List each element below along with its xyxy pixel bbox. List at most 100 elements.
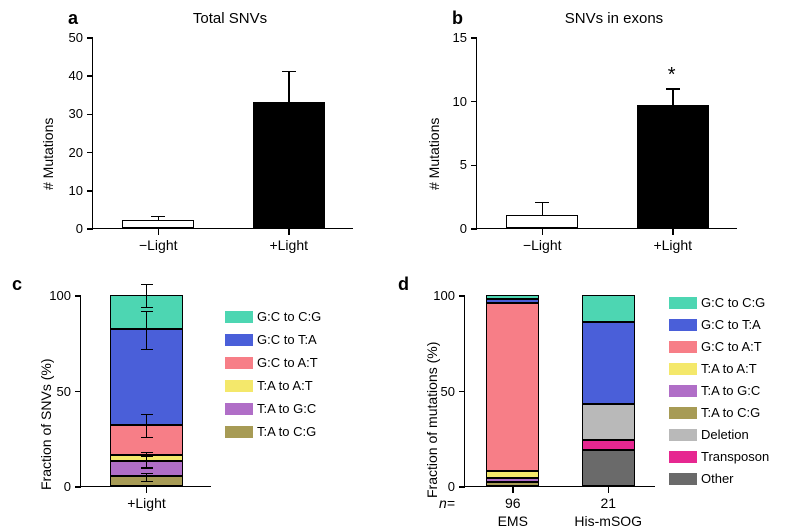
panel-b-label: b [452, 8, 463, 29]
legend-item: G:C to C:G [225, 308, 321, 324]
panel-d: d Fraction of mutations (%) 05010096EMS2… [394, 272, 788, 529]
x-tick [608, 487, 610, 493]
legend-item: G:C to T:A [225, 331, 317, 347]
y-tick [459, 391, 465, 393]
legend-swatch [225, 403, 253, 415]
panel-c-label: c [12, 274, 22, 295]
bar [122, 220, 194, 228]
legend-item: T:A to G:C [225, 400, 316, 416]
bar [253, 102, 325, 228]
y-tick [87, 190, 93, 192]
y-tick [87, 114, 93, 116]
error-cap [151, 216, 165, 218]
error-cap [141, 414, 153, 416]
error-cap [141, 481, 153, 483]
panel-c-legend: G:C to C:G G:C to T:A G:C to A:T T:A to A:T… [225, 308, 390, 458]
legend-label: G:C to T:A [257, 332, 317, 347]
legend-swatch [669, 363, 697, 375]
error-cap [141, 307, 153, 309]
panel-c: c Fraction of SNVs (%) 050100+Light G:C … [0, 272, 394, 529]
panel-a-title: Total SNVs [120, 10, 340, 27]
y-tick-label: 0 [425, 479, 455, 494]
legend-item: T:A to A:T [669, 360, 757, 376]
legend-item: T:A to C:G [225, 423, 316, 439]
x-tick-label: −Light [118, 237, 198, 253]
legend-item: Transposon [669, 448, 769, 464]
legend-item: G:C to T:A [669, 316, 761, 332]
y-tick-label: 0 [437, 221, 467, 236]
legend-swatch [669, 473, 697, 485]
legend-swatch [669, 385, 697, 397]
legend-swatch [225, 334, 253, 346]
x-tick [158, 229, 160, 235]
y-tick [459, 295, 465, 297]
stack-segment [486, 303, 539, 471]
legend-swatch [225, 311, 253, 323]
error-cap [141, 473, 153, 475]
y-tick-label: 20 [53, 145, 83, 160]
error-bar [542, 203, 544, 216]
error-cap [666, 88, 680, 90]
legend-label: T:A to G:C [701, 383, 760, 398]
n-prefix: n= [439, 495, 455, 511]
stack-segment [582, 450, 635, 486]
panel-a-label: a [68, 8, 78, 29]
legend-swatch [225, 380, 253, 392]
bar [637, 105, 709, 229]
error-cap [141, 311, 153, 313]
panel-c-ylabel: Fraction of SNVs (%) [38, 359, 54, 490]
legend-label: Deletion [701, 427, 749, 442]
panel-d-label: d [398, 274, 409, 295]
y-tick [87, 37, 93, 39]
panel-d-ylabel: Fraction of mutations (%) [424, 342, 440, 498]
x-tick-label: EMS [463, 513, 563, 529]
legend-swatch [225, 426, 253, 438]
legend-item: T:A to G:C [669, 382, 760, 398]
y-tick-label: 50 [53, 30, 83, 45]
legend-item: T:A to A:T [225, 377, 313, 393]
error-bar [672, 89, 674, 104]
legend-label: G:C to C:G [257, 309, 321, 324]
panel-b: b SNVs in exons # Mutations 051015−Light… [394, 0, 788, 260]
y-tick-label: 100 [41, 288, 71, 303]
stack-segment [582, 295, 635, 322]
error-cap [141, 452, 153, 454]
y-tick-label: 15 [437, 30, 467, 45]
legend-item: G:C to C:G [669, 294, 765, 310]
y-tick-label: 0 [41, 479, 71, 494]
legend-item: G:C to A:T [669, 338, 762, 354]
y-tick-label: 5 [437, 157, 467, 172]
y-tick [75, 295, 81, 297]
x-tick [512, 487, 514, 493]
x-tick-label: +Light [249, 237, 329, 253]
legend-label: G:C to A:T [257, 355, 318, 370]
legend-label: G:C to A:T [701, 339, 762, 354]
legend-item: G:C to A:T [225, 354, 318, 370]
error-bar [146, 311, 148, 349]
y-tick [87, 152, 93, 154]
panel-a-plot: 01020304050−Light+Light [92, 38, 353, 229]
legend-label: Transposon [701, 449, 769, 464]
x-tick-label: +Light [633, 237, 713, 253]
y-tick [471, 37, 477, 39]
x-tick-label: His-mSOG [558, 513, 658, 529]
y-tick-label: 40 [53, 68, 83, 83]
x-tick [146, 487, 148, 493]
error-cap [141, 284, 153, 286]
panel-d-legend: G:C to C:G G:C to T:A G:C to A:T T:A to A:T… [669, 294, 787, 504]
figure: a Total SNVs # Mutations 01020304050−Lig… [0, 0, 788, 529]
stack-segment [486, 299, 539, 303]
x-tick-label: −Light [502, 237, 582, 253]
y-tick [87, 228, 93, 230]
stack-segment [486, 471, 539, 479]
n-value: 96 [473, 495, 553, 511]
error-cap [141, 349, 153, 351]
stack-segment [582, 322, 635, 404]
legend-swatch [669, 341, 697, 353]
n-value: 21 [568, 495, 648, 511]
y-tick [87, 75, 93, 77]
stack-segment [486, 478, 539, 482]
legend-swatch [669, 297, 697, 309]
legend-label: T:A to A:T [257, 378, 313, 393]
legend-swatch [669, 319, 697, 331]
